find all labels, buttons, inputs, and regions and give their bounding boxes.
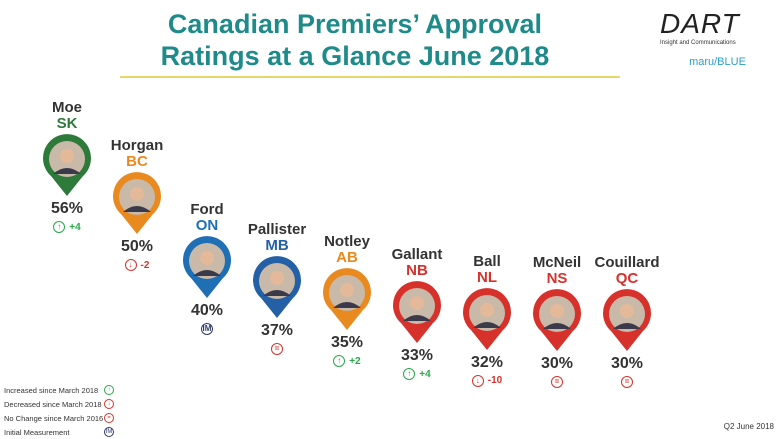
location-pin-photo (533, 289, 581, 351)
premier-name: Couillard (594, 254, 660, 271)
change-same-icon: = (621, 376, 633, 388)
title-line-2: Ratings at a Glance June 2018 (160, 41, 550, 71)
province-code: BC (126, 153, 148, 171)
location-pin-photo (603, 289, 651, 351)
premier-name: Moe (52, 99, 82, 116)
premier-name: Ford (190, 201, 224, 219)
change-indicator: = (237, 342, 317, 355)
legend-down-icon: ↓ (104, 399, 114, 409)
location-pin-photo (43, 134, 91, 196)
legend-item-up: Increased since March 2018 ↑ (4, 383, 114, 397)
logo-brand: DART (660, 8, 740, 39)
legend-up-icon: ↑ (104, 385, 114, 395)
approval-value: 40% (190, 302, 224, 320)
premier-name: Pallister (247, 220, 307, 238)
premier-mb: Pallister MB 37% = (237, 220, 317, 355)
change-indicator: = (587, 376, 667, 388)
location-pin-photo (323, 268, 371, 331)
location-pin-photo (113, 172, 161, 235)
premier-ab: Notley AB 35% ↑ +2 (307, 233, 387, 368)
legend-label: No Change since March 2016 (4, 413, 104, 423)
change-same-icon: = (271, 342, 283, 355)
change-same-icon: = (551, 376, 563, 388)
premier-name: Gallant (391, 246, 443, 264)
change-indicator: IM (167, 323, 247, 336)
change-indicator: ↑ +2 (307, 355, 387, 368)
change-down-icon: ↓ (124, 259, 137, 272)
change-up-icon: ↑ (403, 368, 416, 381)
change-value: +4 (419, 368, 431, 380)
premier-on: Ford ON 40% IM (167, 201, 247, 336)
premier-ns: McNeil NS 30% = (517, 255, 597, 388)
legend-label: Initial Measurement (4, 427, 70, 437)
province-code: ON (195, 217, 219, 235)
change-value: -2 (140, 259, 150, 271)
legend-item-initial: Initial Measurement IM (4, 425, 114, 439)
location-pin-photo (393, 281, 441, 344)
change-value: +2 (349, 355, 361, 367)
premier-name: Ball (473, 252, 501, 270)
legend-same-icon: = (104, 413, 114, 423)
change-initial-icon: IM (201, 323, 213, 336)
approval-value: 30% (610, 355, 644, 372)
change-down-icon: ↓ (471, 374, 484, 387)
change-indicator: = (517, 376, 597, 388)
premier-sk: Moe SK 56% ↑ +4 (27, 100, 107, 233)
logo-partner: maru/BLUE (689, 56, 746, 68)
premier-bc: Horgan BC 50% ↓ -2 (97, 137, 177, 272)
footer-date: Q2 June 2018 (723, 422, 774, 431)
premier-name: McNeil (532, 254, 582, 271)
location-pin-photo (183, 236, 231, 299)
approval-value: 50% (120, 238, 154, 256)
approval-value: 35% (330, 334, 364, 352)
logo-tagline: Insight and Communications (660, 40, 736, 46)
premier-name: Horgan (110, 137, 164, 155)
change-up-icon: ↑ (333, 355, 346, 368)
approval-value: 56% (50, 200, 84, 217)
chart-title: Canadian Premiers’ Approval Ratings at a… (110, 8, 600, 72)
change-value: +4 (69, 221, 81, 233)
dart-logo: DART Insight and Communications maru/BLU… (660, 10, 775, 80)
premier-nl: Ball NL 32% ↓ -10 (447, 252, 527, 387)
province-code: AB (336, 249, 358, 267)
change-indicator: ↓ -10 (447, 374, 527, 387)
change-indicator: ↑ +4 (377, 368, 457, 381)
change-indicator: ↑ +4 (27, 221, 107, 233)
province-code: QC (615, 270, 639, 287)
legend: Increased since March 2018 ↑ Decreased sin… (4, 383, 114, 439)
approval-value: 33% (400, 347, 434, 365)
province-code: MB (265, 236, 289, 254)
location-pin-photo (253, 255, 301, 318)
premier-nb: Gallant NB 33% ↑ +4 (377, 246, 457, 381)
premier-qc: Couillard QC 30% = (587, 255, 667, 388)
change-indicator: ↓ -2 (97, 259, 177, 272)
legend-label: Decreased since March 2018 (4, 399, 102, 409)
legend-initial-icon: IM (104, 427, 114, 437)
legend-label: Increased since March 2018 (4, 385, 99, 395)
approval-value: 32% (470, 353, 504, 371)
province-code: NB (406, 262, 428, 280)
premier-name: Notley (324, 233, 370, 251)
change-value: -10 (487, 375, 503, 387)
approval-value: 30% (540, 355, 574, 372)
legend-item-down: Decreased since March 2018 ↓ (4, 397, 114, 411)
province-code: NS (546, 270, 568, 287)
approval-value: 37% (260, 321, 294, 339)
province-code: NL (477, 268, 497, 286)
province-code: SK (56, 115, 78, 132)
title-line-1: Canadian Premiers’ Approval (167, 9, 543, 39)
legend-item-same: No Change since March 2016 = (4, 411, 114, 425)
location-pin-photo (463, 287, 511, 350)
title-underline (120, 76, 620, 78)
change-up-icon: ↑ (53, 221, 66, 233)
